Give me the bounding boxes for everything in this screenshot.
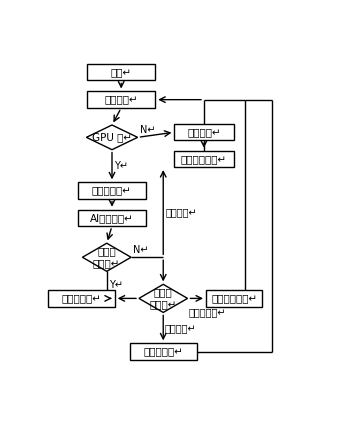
Polygon shape [86,125,138,150]
Text: 合格范围↵: 合格范围↵ [165,323,196,333]
Text: 得分比
较阈値↵: 得分比 较阈値↵ [149,287,177,309]
Text: 获取图片↵: 获取图片↵ [104,95,138,105]
Polygon shape [139,284,187,312]
FancyBboxPatch shape [174,151,234,167]
Text: 涉及芯片重检↵: 涉及芯片重检↵ [181,154,227,164]
Text: GPU 空↵: GPU 空↵ [92,132,132,142]
FancyBboxPatch shape [78,182,146,198]
Text: 重检范围↵: 重检范围↵ [165,207,197,217]
Text: Y↵: Y↵ [114,161,128,171]
FancyBboxPatch shape [174,124,234,141]
Text: Y↵: Y↵ [109,280,123,290]
FancyBboxPatch shape [48,290,115,307]
Text: N↵: N↵ [140,125,155,134]
Text: 该芯片不合格↵: 该芯片不合格↵ [211,293,257,303]
Text: 进一步筛选↵: 进一步筛选↵ [61,293,101,303]
Text: AI识别图片↵: AI识别图片↵ [90,213,134,223]
FancyBboxPatch shape [87,91,155,108]
Text: N↵: N↵ [133,245,148,255]
Text: 不合格范围↵: 不合格范围↵ [189,307,226,317]
FancyBboxPatch shape [130,343,197,360]
FancyBboxPatch shape [206,290,262,307]
Polygon shape [82,243,131,271]
FancyBboxPatch shape [78,210,146,226]
Text: 该芯片合格↵: 该芯片合格↵ [143,347,183,356]
FancyBboxPatch shape [87,64,155,81]
Text: 检测到
单芯片↵: 检测到 单芯片↵ [93,247,120,268]
Text: 开始↵: 开始↵ [111,67,132,77]
Text: 图片预处理↵: 图片预处理↵ [92,186,132,195]
Text: 丢弃该帧↵: 丢弃该帧↵ [187,127,221,137]
